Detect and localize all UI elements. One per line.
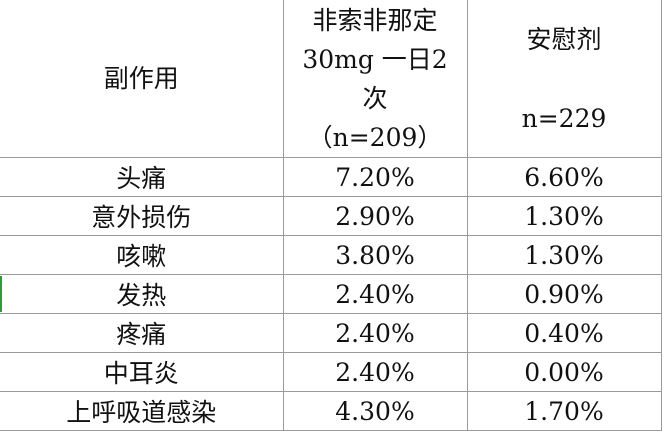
- row-label: 头痛: [0, 157, 284, 197]
- cell-value: 4.30%: [282, 391, 468, 431]
- cell-value: 1.70%: [466, 391, 662, 431]
- header-text: n=229: [521, 103, 607, 133]
- data-row: 头痛 7.20% 6.60%: [0, 157, 662, 197]
- cell-value: 3.80%: [282, 235, 468, 275]
- table-body: 副作用 非索非那定 30mg 一日2 次 （n=209） 安慰剂 n=229 头痛 7.20% 6…: [0, 0, 662, 431]
- header-text: （n=209）: [307, 122, 443, 152]
- data-row: 发热 2.40% 0.90%: [0, 274, 662, 314]
- row-label: 上呼吸道感染: [0, 391, 284, 431]
- cell-value: 1.30%: [466, 235, 662, 275]
- data-row: 意外损伤 2.90% 1.30%: [0, 196, 662, 236]
- header-cell: 非索非那定 30mg 一日2 次 （n=209）: [282, 0, 468, 158]
- data-table: 副作用 非索非那定 30mg 一日2 次 （n=209） 安慰剂 n=229 头痛 7.20% 6…: [0, 0, 662, 431]
- data-row: 咳嗽 3.80% 1.30%: [0, 235, 662, 275]
- cell-value: 7.20%: [282, 157, 468, 197]
- header-row: 副作用 非索非那定 30mg 一日2 次 （n=209） 安慰剂 n=229: [0, 0, 662, 158]
- row-label: 中耳炎: [0, 352, 284, 392]
- header-text: 非索非那定: [312, 5, 438, 35]
- row-indicator: [0, 276, 2, 312]
- header-text: 副作用: [103, 64, 179, 93]
- row-label: 咳嗽: [0, 235, 284, 275]
- header-text: 安慰剂: [526, 24, 602, 54]
- cell-value: 2.40%: [282, 313, 468, 353]
- cell-value: 2.40%: [282, 352, 468, 392]
- cell-value: 1.30%: [466, 196, 662, 236]
- header-cell: 副作用: [0, 0, 284, 158]
- header-text: 次: [362, 83, 388, 113]
- data-row: 疼痛 2.40% 0.40%: [0, 313, 662, 353]
- cell-value: 6.60%: [466, 157, 662, 197]
- row-label: 发热: [0, 274, 284, 314]
- cell-value: 0.40%: [466, 313, 662, 353]
- cell-value: 0.00%: [466, 352, 662, 392]
- data-row: 中耳炎 2.40% 0.00%: [0, 352, 662, 392]
- row-label: 疼痛: [0, 313, 284, 353]
- header-text: 30mg 一日2: [302, 44, 448, 74]
- cell-value: 0.90%: [466, 274, 662, 314]
- header-cell: 安慰剂 n=229: [466, 0, 662, 158]
- row-label: 意外损伤: [0, 196, 284, 236]
- cell-value: 2.90%: [282, 196, 468, 236]
- cell-value: 2.40%: [282, 274, 468, 314]
- data-row: 上呼吸道感染 4.30% 1.70%: [0, 391, 662, 431]
